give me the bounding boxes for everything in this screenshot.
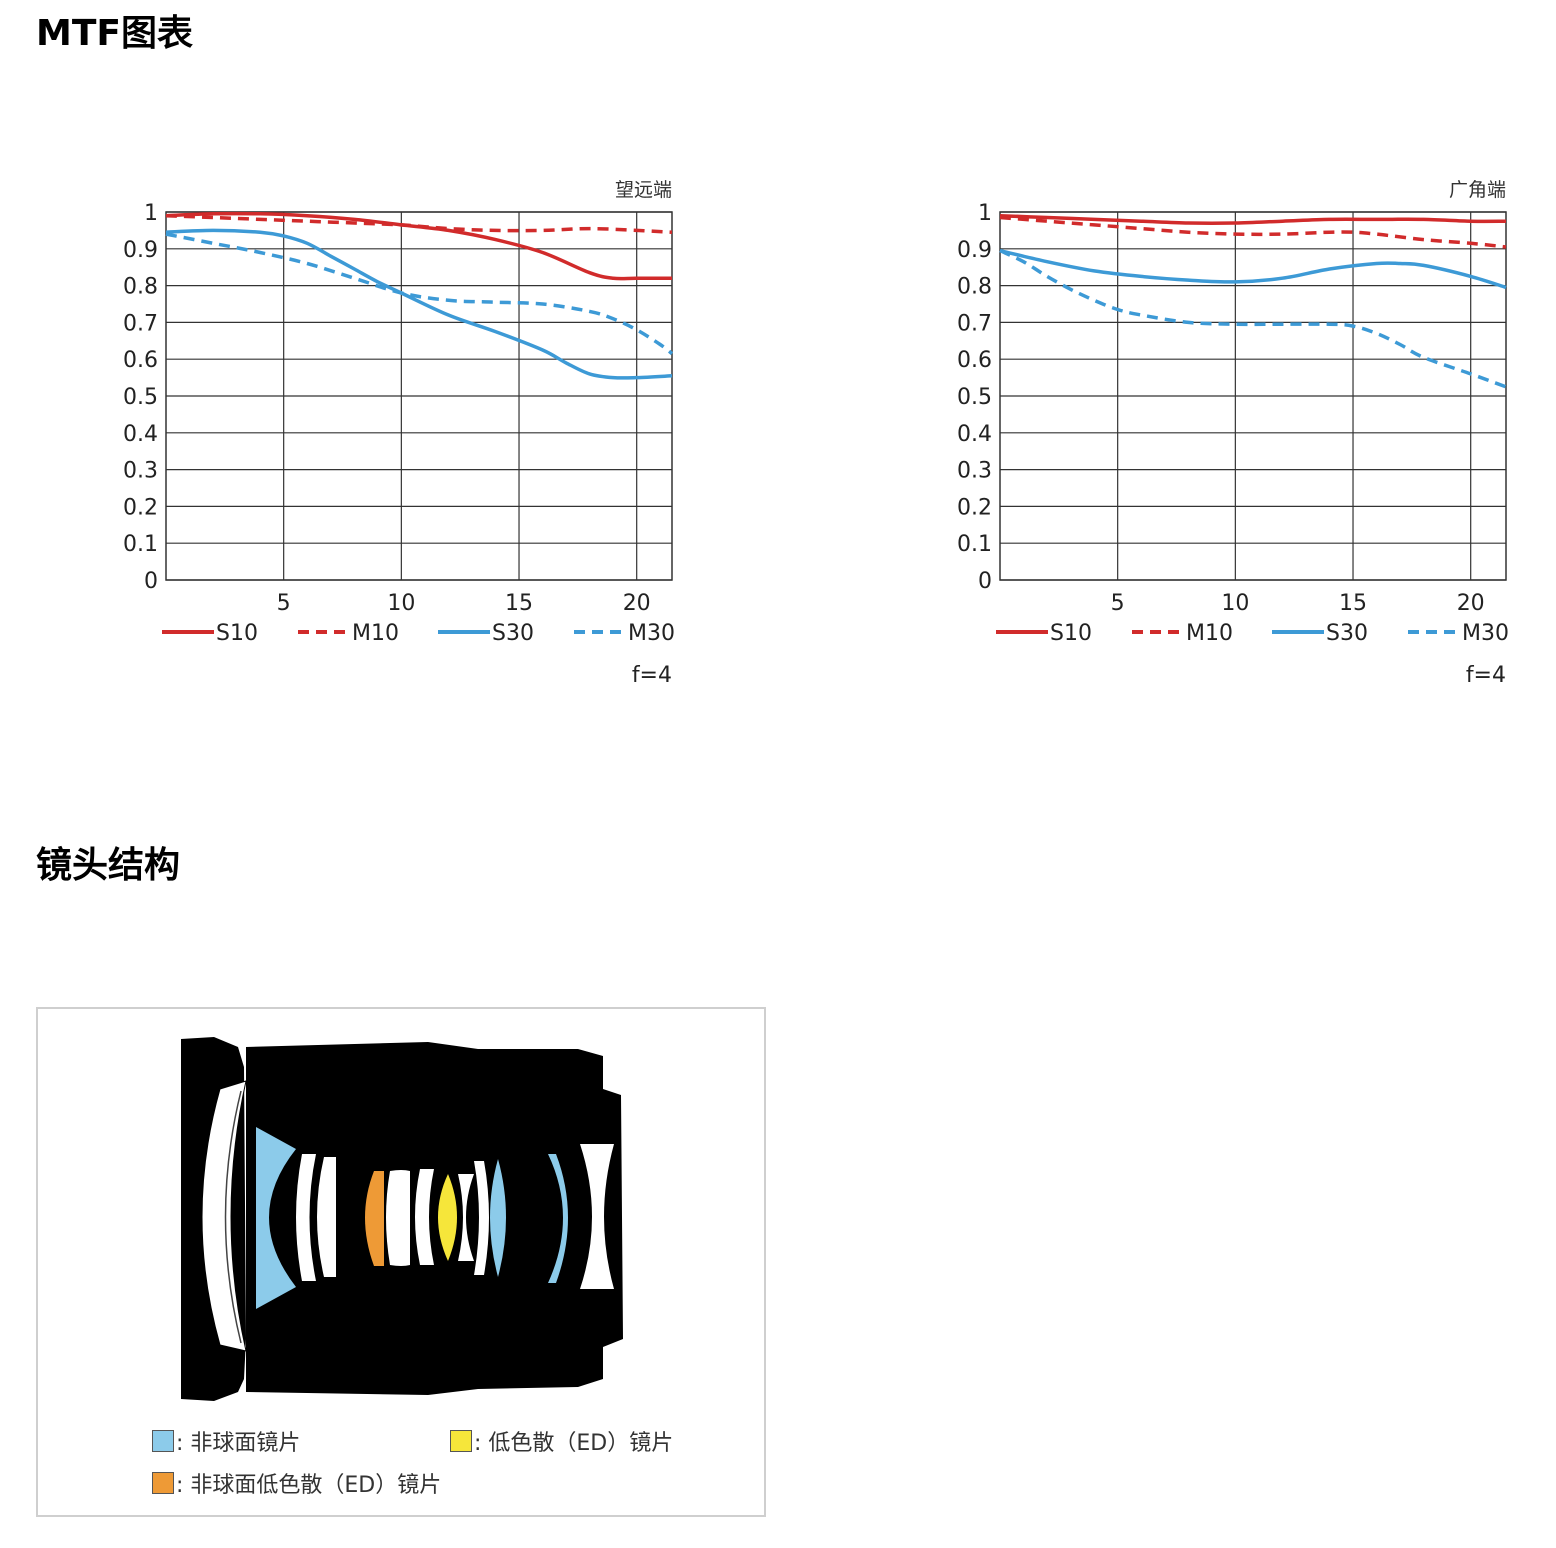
legend-label-M30: M30: [628, 621, 675, 646]
legend-ed: : 低色散（ED）镜片: [450, 1425, 673, 1457]
plot-frame: [999, 211, 1507, 581]
swatch-aspherical: [152, 1430, 174, 1452]
mtf-chart-telephoto: 0 0.1 0.2 0.3 0.4 0.5 0.6 0.7 0.8 0.9 1 5 10 15 20 望远端 S…: [100, 170, 820, 700]
aspherical-element-1: [256, 1127, 296, 1309]
y-tick-label: 1: [144, 201, 158, 226]
x-tick-label: 5: [1111, 591, 1125, 616]
legend-label-S30: S30: [1326, 621, 1368, 646]
y-tick-label: 0.3: [123, 459, 158, 484]
swatch-ed: [450, 1430, 472, 1452]
x-tick-label: 20: [623, 591, 651, 616]
y-tick-label: 0.8: [957, 275, 992, 300]
chart-title: 广角端: [1449, 179, 1506, 201]
y-tick-label: 0.9: [957, 238, 992, 263]
y-tick-label: 0: [978, 569, 992, 594]
rear-element: [580, 1144, 614, 1289]
series-line-M30: [165, 232, 674, 356]
legend-aspherical-ed: : 非球面低色散（ED）镜片: [152, 1467, 441, 1499]
aspherical-element-2: [490, 1159, 506, 1277]
legend-label-M30: M30: [1462, 621, 1509, 646]
x-tick-label: 15: [505, 591, 533, 616]
element-2a: [296, 1154, 316, 1281]
legend-aspherical-ed-label: : 非球面低色散（ED）镜片: [176, 1473, 442, 1498]
lens-cross-section: [181, 1037, 623, 1401]
element-3b: [415, 1169, 434, 1265]
x-tick-label: 20: [1457, 591, 1485, 616]
mtf-chart-wide-svg: 00.10.20.30.40.50.60.70.80.915 10 15 20广角端S…: [957, 179, 1509, 688]
swatch-aspherical-ed: [152, 1472, 174, 1494]
lens-section-title: 镜头结构: [36, 845, 181, 886]
series-line-S30: [165, 228, 673, 380]
legend-label-M10: M10: [352, 621, 399, 646]
aperture-note: f=4: [632, 663, 672, 688]
y-tick-label: 0.5: [123, 385, 158, 410]
x-tick-label: 10: [1221, 591, 1249, 616]
y-tick-label: 0.4: [957, 422, 992, 447]
y-tick-label: 0.1: [123, 532, 158, 557]
series-line-S30: [999, 248, 1507, 290]
y-tick-label: 0.2: [957, 495, 992, 520]
y-tick-label: 0.7: [957, 311, 992, 336]
aspherical-element-3: [548, 1154, 568, 1283]
element-3a: [386, 1170, 410, 1266]
series-line-M30: [999, 249, 1507, 389]
chart-title: 望远端: [615, 179, 672, 201]
mtf-chart-wide: 0 0.1 0.2 0.3 0.4 0.5 0.6 0.7 0.8 0.9 1 5 10 15 20 广角端 S…: [934, 170, 1556, 700]
legend-aspherical-label: : 非球面镜片: [176, 1431, 301, 1456]
mtf-section-title: MTF图表: [36, 13, 193, 54]
ed-element: [438, 1174, 457, 1261]
x-tick-label: 10: [387, 591, 415, 616]
series-line-S10: [165, 211, 672, 281]
y-tick-label: 0.6: [123, 348, 158, 373]
series-line-S10: [999, 213, 1507, 225]
legend-label-S30: S30: [492, 621, 534, 646]
element-2b: [317, 1157, 336, 1277]
y-tick-label: 0: [144, 569, 158, 594]
y-tick-label: 1: [978, 201, 992, 226]
legend-label-S10: S10: [216, 621, 258, 646]
y-tick-label: 0.8: [123, 275, 158, 300]
aspherical-ed-element: [365, 1171, 384, 1266]
plot-frame: [165, 211, 673, 581]
front-element: [201, 1080, 247, 1352]
series-line-M10: [999, 215, 1507, 249]
legend-label-S10: S10: [1050, 621, 1092, 646]
legend-label-M10: M10: [1186, 621, 1233, 646]
y-tick-label: 0.2: [123, 495, 158, 520]
x-tick-label: 5: [277, 591, 291, 616]
y-tick-label: 0.3: [957, 459, 992, 484]
front-element-inner: [224, 1090, 242, 1344]
x-tick-label: 15: [1339, 591, 1367, 616]
lens-construction-diagram: : 非球面镜片 : 低色散（ED）镜片 : 非球面低色散（ED）镜片: [36, 1007, 766, 1517]
series-line-M10: [165, 213, 673, 234]
element-4: [458, 1174, 474, 1261]
element-5: [474, 1161, 489, 1275]
legend-ed-label: : 低色散（ED）镜片: [474, 1431, 674, 1456]
y-tick-label: 0.6: [957, 348, 992, 373]
aperture-note: f=4: [1466, 663, 1506, 688]
mtf-chart-telephoto-svg: 00.10.20.30.40.50.60.70.80.915 10 15 20望远端S…: [123, 179, 675, 688]
y-tick-label: 0.9: [123, 238, 158, 263]
y-tick-label: 0.5: [957, 385, 992, 410]
y-tick-label: 0.1: [957, 532, 992, 557]
y-tick-label: 0.4: [123, 422, 158, 447]
legend-aspherical: : 非球面镜片: [152, 1425, 300, 1457]
y-tick-label: 0.7: [123, 311, 158, 336]
